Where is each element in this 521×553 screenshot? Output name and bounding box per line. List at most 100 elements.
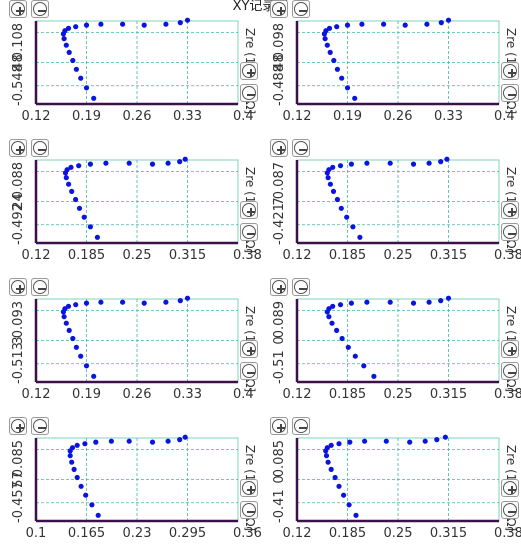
zoom-out-button-y[interactable]	[501, 223, 519, 241]
x-tick-label: 0.33	[173, 387, 202, 402]
data-point	[359, 21, 365, 27]
data-point	[66, 49, 72, 56]
zoom-in-button[interactable]	[270, 139, 288, 157]
data-point	[163, 21, 169, 27]
zoom-out-icon	[503, 503, 517, 517]
data-point	[387, 160, 393, 166]
zoom-out-icon	[503, 364, 517, 378]
y-tick-label: -0.457	[11, 481, 26, 523]
data-point	[330, 303, 336, 309]
data-point	[70, 57, 76, 64]
zoom-out-button[interactable]	[292, 139, 310, 157]
data-point	[81, 214, 87, 220]
zoom-in-button-y[interactable]	[240, 479, 258, 497]
zoom-in-button[interactable]	[270, 0, 288, 18]
x-tick-label: 0.12	[283, 387, 312, 402]
x-tick-label: 0.38	[233, 248, 262, 263]
x-tick-label: 0.12	[283, 248, 312, 263]
x-tick-label: 0.38	[494, 526, 521, 541]
zoom-in-button-y[interactable]	[240, 201, 258, 219]
y-tick-label: 0.085	[11, 440, 26, 477]
x-tick-label: 0.19	[333, 109, 362, 124]
data-point	[103, 160, 109, 166]
x-tick-label: 0.19	[72, 109, 101, 124]
zoom-in-icon	[503, 64, 517, 78]
zoom-out-button-y[interactable]	[501, 362, 519, 380]
zoom-in-button-y[interactable]	[501, 62, 519, 80]
data-point	[82, 441, 88, 447]
zoom-out-button-y[interactable]	[501, 501, 519, 519]
zoom-out-button-y[interactable]	[240, 84, 258, 102]
zoom-out-icon	[242, 364, 256, 378]
zoom-out-button[interactable]	[292, 0, 310, 18]
y-tick-label: -0.488	[272, 64, 287, 106]
zoom-in-button[interactable]	[9, 139, 27, 157]
zoom-in-button[interactable]	[9, 417, 27, 435]
x-tick-label: 0.315	[430, 248, 467, 263]
data-point	[69, 445, 76, 451]
data-point	[444, 156, 450, 162]
data-point	[329, 320, 335, 326]
data-point	[83, 492, 89, 498]
x-tick-label: 0.4	[494, 109, 515, 124]
data-point	[66, 327, 72, 333]
y-tick-label: -0.492	[11, 203, 26, 245]
data-point	[87, 161, 93, 167]
y-tick-label-overlap: 0	[272, 475, 287, 483]
data-point	[424, 21, 430, 27]
x-tick-label: 0.25	[123, 248, 152, 263]
data-point	[336, 441, 342, 447]
data-point	[324, 42, 330, 48]
data-point	[91, 373, 97, 379]
zoom-out-button[interactable]	[31, 417, 49, 435]
zoom-out-button[interactable]	[31, 139, 49, 157]
data-point	[64, 167, 70, 173]
data-point	[93, 439, 99, 445]
zoom-out-button-y[interactable]	[240, 223, 258, 241]
data-point	[339, 335, 345, 342]
zoom-out-button[interactable]	[31, 0, 49, 18]
zoom-out-button-y[interactable]	[501, 84, 519, 102]
zoom-in-icon	[503, 342, 517, 356]
zoom-out-button[interactable]	[292, 278, 310, 296]
data-point	[73, 24, 79, 30]
data-point	[410, 300, 417, 306]
y-tick-label-overlap: 24	[11, 193, 26, 210]
zoom-out-button-y[interactable]	[240, 362, 258, 380]
data-point	[163, 299, 169, 305]
zoom-out-icon	[242, 225, 256, 239]
zoom-in-button-y[interactable]	[240, 62, 258, 80]
y-tick-label: -0.421	[272, 203, 287, 245]
zoom-out-icon	[242, 86, 256, 100]
zoom-out-button-y[interactable]	[240, 501, 258, 519]
data-point	[95, 512, 101, 518]
zoom-in-button[interactable]	[270, 417, 288, 435]
data-point	[68, 164, 74, 170]
zoom-in-button-y[interactable]	[240, 340, 258, 358]
data-point	[78, 483, 84, 489]
zoom-in-button-y[interactable]	[501, 479, 519, 497]
zoom-in-button[interactable]	[9, 278, 27, 296]
x-tick-label: 0.38	[494, 248, 521, 263]
y-tick-label: 0.088	[11, 162, 26, 199]
zoom-in-button-y[interactable]	[501, 201, 519, 219]
zoom-in-button[interactable]	[270, 278, 288, 296]
y-tick-label-overlap: 48	[11, 54, 26, 71]
zoom-in-button[interactable]	[9, 0, 27, 18]
y-tick-label: -0.513	[11, 342, 26, 384]
zoom-in-icon	[503, 203, 517, 217]
data-point	[328, 466, 334, 472]
zoom-out-button[interactable]	[31, 278, 49, 296]
zoom-in-button-y[interactable]	[501, 340, 519, 358]
data-point	[165, 160, 171, 166]
data-point	[83, 22, 90, 28]
data-point	[328, 442, 334, 448]
data-point	[434, 437, 440, 443]
zoom-out-button[interactable]	[292, 417, 310, 435]
x-tick-label: 0.25	[384, 526, 413, 541]
data-point	[87, 224, 93, 230]
data-point	[326, 306, 332, 312]
data-point	[445, 17, 452, 23]
